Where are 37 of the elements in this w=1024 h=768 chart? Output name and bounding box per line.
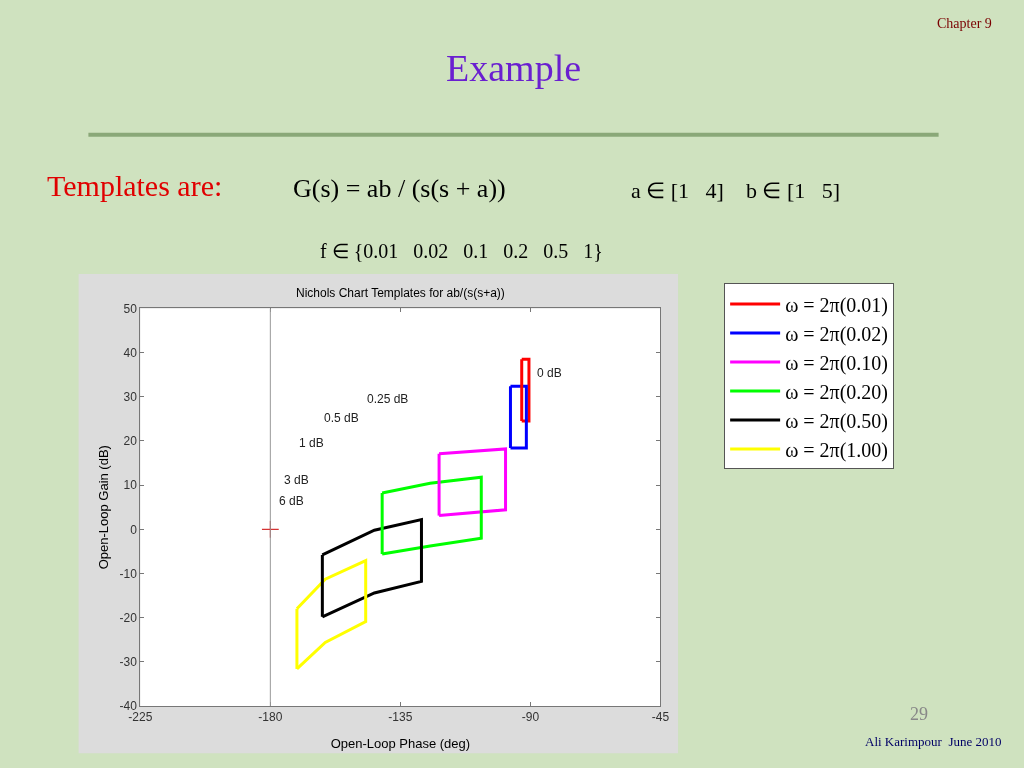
x-axis-title: Open-Loop Phase (deg): [330, 736, 471, 752]
annotation: 3 dB: [284, 473, 309, 487]
x-tick-label: -180: [258, 710, 283, 725]
text: a ∈ [1 4] b ∈ [1 5]: [631, 178, 841, 203]
text: Templates are:: [47, 169, 223, 202]
y-tick-label: 50: [123, 301, 138, 316]
x-tick-label: -225: [128, 710, 153, 725]
x-tick-label: -135: [388, 710, 413, 725]
legend-label: ω = 2π(1.00): [785, 438, 889, 462]
x-tick-label: -45: [651, 710, 670, 725]
y-axis-title: Open-Loop Gain (dB): [95, 445, 111, 570]
chart-title: Example: [446, 47, 582, 89]
text: f ∈ {0.01 0.02 0.1 0.2 0.5 1}: [320, 240, 603, 262]
y-tick-label: -30: [119, 655, 138, 670]
text: Ali Karimpour June 2010: [865, 734, 1002, 749]
y-tick-label: 40: [123, 345, 138, 360]
annotation: 6 dB: [279, 494, 304, 508]
legend-label: ω = 2π(0.10): [785, 351, 889, 375]
legend-label: ω = 2π(0.01): [785, 293, 889, 317]
annotation: 0 dB: [537, 366, 562, 380]
annotation: 1 dB: [299, 436, 324, 450]
x-tick-label: -90: [521, 710, 540, 725]
y-tick-label: 30: [123, 389, 138, 404]
annotation: 0.25 dB: [367, 392, 409, 406]
text: Chapter 9: [937, 16, 992, 31]
y-tick-label: 20: [123, 434, 138, 449]
legend-label: ω = 2π(0.20): [785, 380, 889, 404]
y-tick-label: 0: [130, 522, 138, 537]
annotation: 0.5 dB: [324, 411, 359, 425]
legend-label: ω = 2π(0.50): [785, 409, 889, 433]
y-tick-label: 10: [123, 478, 138, 493]
text: 29: [910, 704, 928, 724]
y-tick-label: -20: [119, 610, 138, 625]
chart-subtitle: Nichols Chart Templates for ab/(s(s+a)): [296, 286, 505, 300]
legend-label: ω = 2π(0.02): [785, 322, 889, 346]
y-tick-label: -10: [119, 566, 138, 581]
text: G(s) = ab / (s(s + a)): [293, 174, 506, 203]
